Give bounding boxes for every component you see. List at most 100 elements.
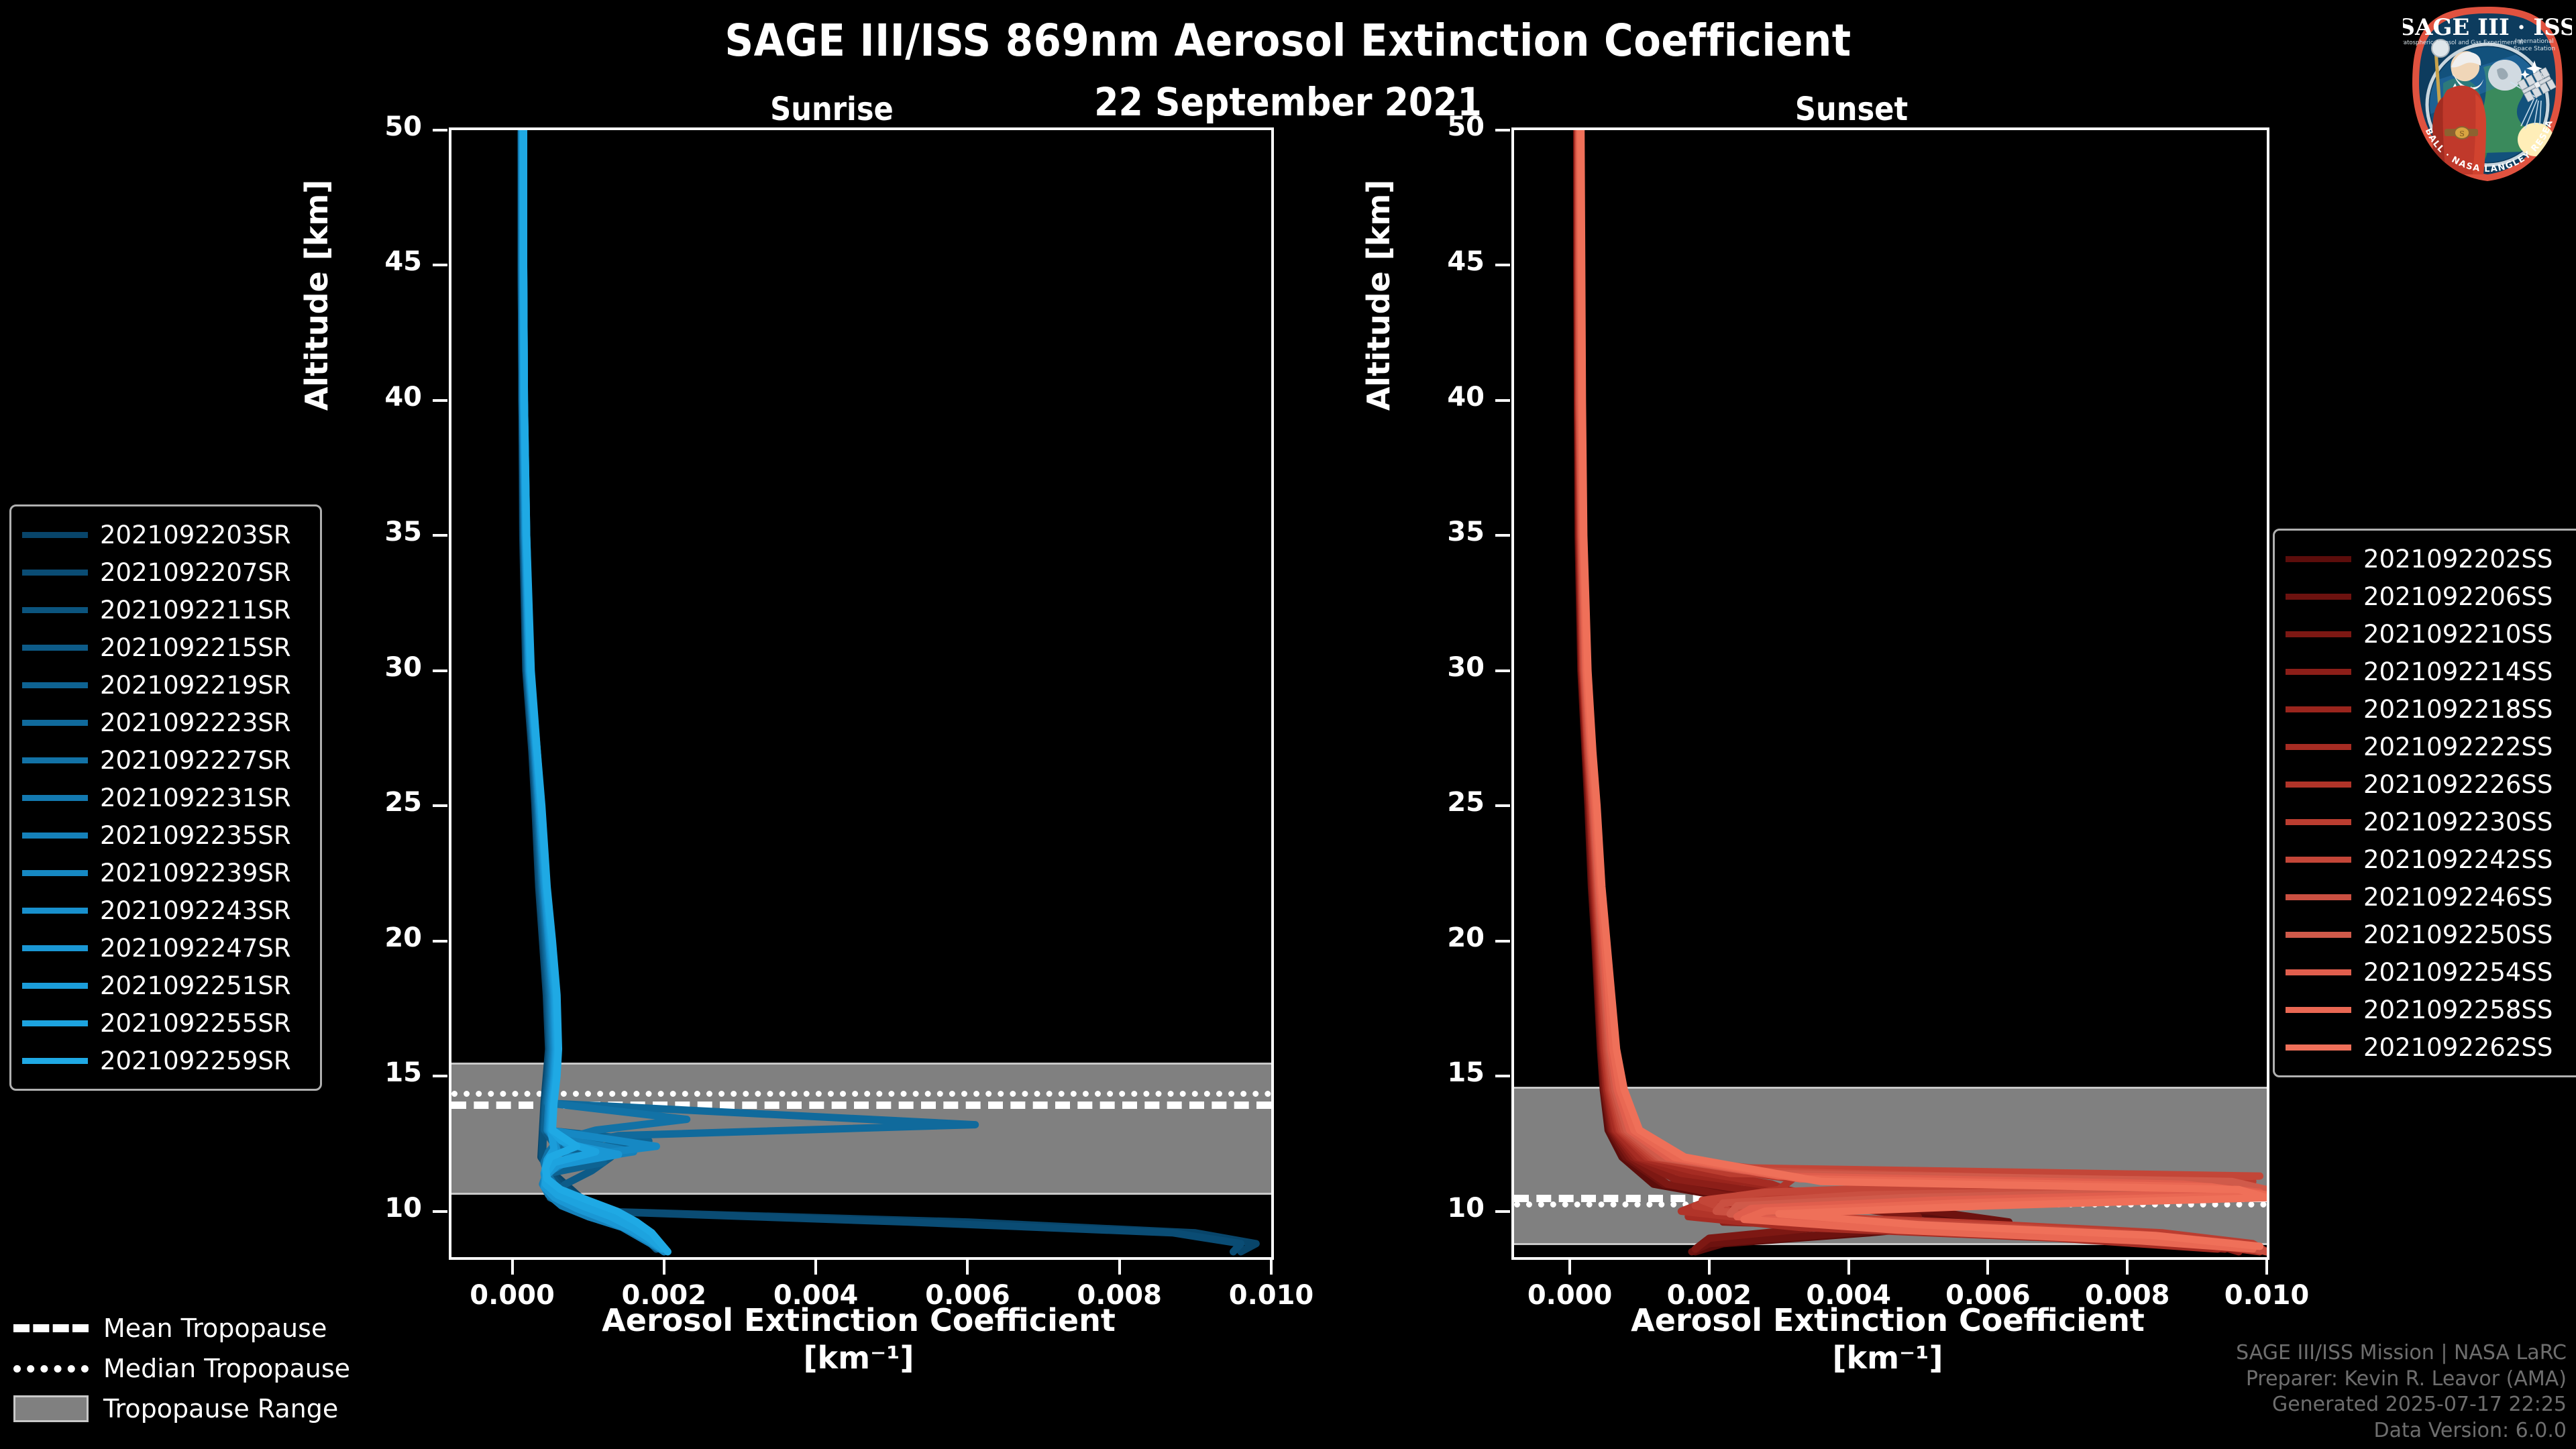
legend-item-label: 2021092210SS xyxy=(2363,619,2553,649)
x-tick-mark xyxy=(2126,1260,2129,1275)
legend-color-swatch xyxy=(22,1057,88,1064)
legend-item-label: 2021092223SR xyxy=(100,708,291,737)
legend-item[interactable]: 2021092215SR xyxy=(22,629,309,666)
y-tick-mark xyxy=(433,398,447,402)
tropopause-key-item: Median Tropopause xyxy=(13,1348,389,1389)
legend-color-swatch xyxy=(22,682,88,688)
legend-color-swatch xyxy=(2286,668,2351,675)
svg-text:S: S xyxy=(2459,129,2465,138)
legend-item[interactable]: 2021092255SR xyxy=(22,1004,309,1042)
legend-item-label: 2021092215SR xyxy=(100,633,291,662)
y-tick-mark xyxy=(433,129,447,131)
y-tick-mark xyxy=(1495,1210,1510,1213)
legend-color-swatch xyxy=(22,832,88,839)
legend-item[interactable]: 2021092247SR xyxy=(22,929,309,967)
legend-item[interactable]: 2021092239SR xyxy=(22,854,309,892)
legend-item[interactable]: 2021092251SR xyxy=(22,967,309,1004)
x-tick-label: 0.010 xyxy=(2224,1280,2310,1311)
legend-color-swatch xyxy=(22,569,88,576)
y-tick-label: 45 xyxy=(1447,246,1485,278)
y-tick-label: 30 xyxy=(1447,651,1485,683)
legend-item[interactable]: 2021092214SS xyxy=(2286,653,2570,690)
legend-item[interactable]: 2021092230SS xyxy=(2286,803,2570,841)
legend-item-label: 2021092251SR xyxy=(100,971,291,1000)
x-tick-mark xyxy=(1270,1260,1273,1275)
mean-tropopause-dash-icon xyxy=(13,1324,89,1332)
tropopause-legend: Mean Tropopause Median Tropopause Tropopau… xyxy=(13,1308,389,1429)
tropopause-key-item: Mean Tropopause xyxy=(13,1308,389,1348)
median-tropopause-line-left xyxy=(451,1091,1271,1097)
legend-item[interactable]: 2021092218SS xyxy=(2286,690,2570,728)
legend-item[interactable]: 2021092250SS xyxy=(2286,916,2570,953)
legend-item[interactable]: 2021092254SS xyxy=(2286,953,2570,991)
y-tick-label: 15 xyxy=(1447,1057,1485,1089)
legend-color-swatch xyxy=(2286,931,2351,938)
legend-color-swatch xyxy=(2286,706,2351,712)
legend-item[interactable]: 2021092211SR xyxy=(22,591,309,629)
xaxis-label-right: Aerosol Extinction Coefficient [km⁻¹] xyxy=(1586,1301,2190,1377)
legend-item-label: 2021092247SR xyxy=(100,933,291,963)
y-tick-mark xyxy=(1495,129,1510,131)
footer-line-mission: SAGE III/ISS Mission | NASA LaRC xyxy=(2236,1341,2567,1365)
legend-item[interactable]: 2021092207SR xyxy=(22,553,309,591)
sunrise-plot-area xyxy=(449,127,1274,1260)
legend-item[interactable]: 2021092258SS xyxy=(2286,991,2570,1028)
legend-item[interactable]: 2021092235SR xyxy=(22,816,309,854)
legend-item-label: 2021092262SS xyxy=(2363,1032,2553,1062)
legend-item[interactable]: 2021092222SS xyxy=(2286,728,2570,765)
legend-item[interactable]: 2021092223SR xyxy=(22,704,309,741)
tropopause-key-item: Tropopause Range xyxy=(13,1389,389,1429)
tropopause-key-label: Median Tropopause xyxy=(103,1354,350,1383)
legend-item[interactable]: 2021092227SR xyxy=(22,741,309,779)
legend-item[interactable]: 2021092226SS xyxy=(2286,765,2570,803)
legend-item[interactable]: 2021092202SS xyxy=(2286,540,2570,578)
y-tick-mark xyxy=(1495,669,1510,672)
y-tick-mark xyxy=(433,669,447,672)
legend-color-swatch xyxy=(2286,781,2351,788)
legend-item-label: 2021092231SR xyxy=(100,783,291,812)
legend-item[interactable]: 2021092259SR xyxy=(22,1042,309,1079)
x-tick-label: 0.002 xyxy=(1666,1280,1752,1311)
sunset-legend[interactable]: 2021092202SS 2021092206SS 2021092210SS 2021… xyxy=(2273,529,2576,1077)
x-tick-mark xyxy=(1568,1260,1572,1275)
xaxis-label-right-line1: Aerosol Extinction Coefficient xyxy=(1631,1302,2145,1338)
x-tick-mark xyxy=(2265,1260,2268,1275)
legend-item-label: 2021092235SR xyxy=(100,820,291,850)
x-tick-label: 0.006 xyxy=(1945,1280,2031,1311)
tropopause-range-box-icon xyxy=(13,1395,89,1422)
x-tick-mark xyxy=(511,1260,514,1275)
legend-color-swatch xyxy=(2286,555,2351,562)
y-tick-mark xyxy=(1495,939,1510,943)
legend-item[interactable]: 2021092262SS xyxy=(2286,1028,2570,1066)
legend-color-swatch xyxy=(2286,969,2351,975)
logo-subtitle-right-1: International xyxy=(2515,38,2553,45)
sunrise-legend[interactable]: 2021092203SR 2021092207SR 2021092211SR 2021… xyxy=(9,504,322,1091)
y-tick-label: 25 xyxy=(384,787,422,818)
legend-item[interactable]: 2021092231SR xyxy=(22,779,309,816)
legend-item-label: 2021092214SS xyxy=(2363,657,2553,686)
legend-item-label: 2021092202SS xyxy=(2363,544,2553,574)
x-tick-label: 0.000 xyxy=(1527,1280,1613,1311)
legend-color-swatch xyxy=(2286,894,2351,900)
legend-item-label: 2021092203SR xyxy=(100,520,291,549)
y-tick-label: 40 xyxy=(1447,381,1485,413)
y-tick-mark xyxy=(1495,264,1510,267)
legend-item[interactable]: 2021092242SS xyxy=(2286,841,2570,878)
legend-item[interactable]: 2021092210SS xyxy=(2286,615,2570,653)
legend-color-swatch xyxy=(22,945,88,951)
legend-item[interactable]: 2021092203SR xyxy=(22,516,309,553)
xaxis-label-left-line2: [km⁻¹] xyxy=(803,1340,914,1377)
y-tick-label: 10 xyxy=(384,1192,422,1224)
legend-item[interactable]: 2021092246SS xyxy=(2286,878,2570,916)
x-tick-mark xyxy=(966,1260,969,1275)
date-subtitle: 22 September 2021 xyxy=(1094,79,1482,125)
y-tick-mark xyxy=(433,1210,447,1213)
tropopause-key-label: Mean Tropopause xyxy=(103,1313,327,1343)
legend-item[interactable]: 2021092219SR xyxy=(22,666,309,704)
legend-item[interactable]: 2021092206SS xyxy=(2286,578,2570,615)
footer-line-version: Data Version: 6.0.0 xyxy=(2373,1418,2567,1442)
y-tick-label: 25 xyxy=(1447,787,1485,818)
legend-item-label: 2021092242SS xyxy=(2363,845,2553,874)
legend-item[interactable]: 2021092243SR xyxy=(22,892,309,929)
